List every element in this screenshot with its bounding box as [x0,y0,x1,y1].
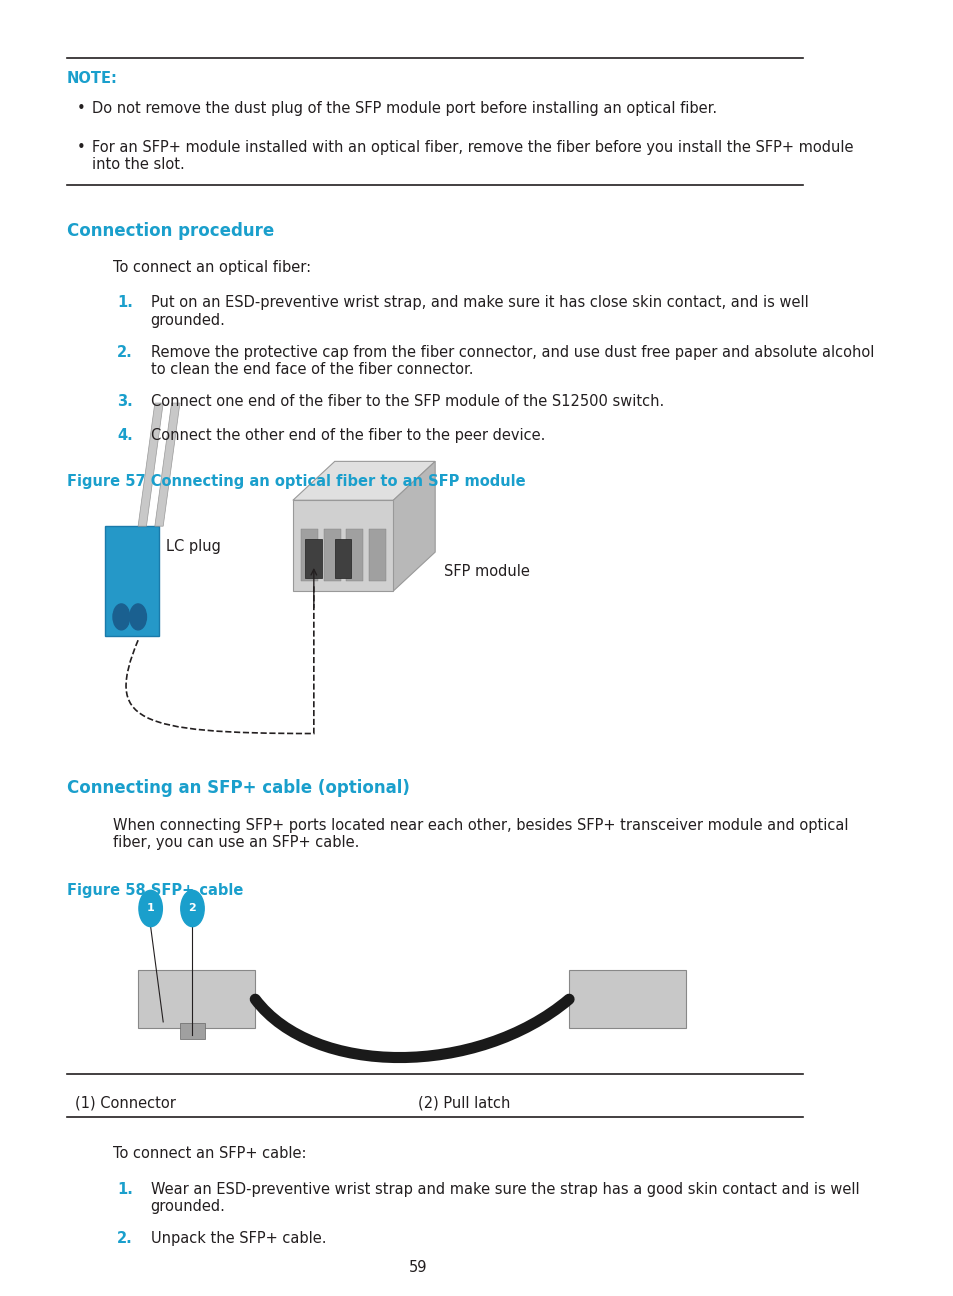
Text: 59: 59 [409,1260,427,1275]
Text: Do not remove the dust plug of the SFP module port before installing an optical : Do not remove the dust plug of the SFP m… [91,101,717,117]
Text: NOTE:: NOTE: [67,71,118,87]
Text: Figure 58 SFP+ cable: Figure 58 SFP+ cable [67,883,243,898]
FancyBboxPatch shape [138,971,255,1029]
Text: (1) Connector: (1) Connector [75,1095,176,1111]
Polygon shape [154,403,180,526]
FancyBboxPatch shape [323,529,340,581]
Text: Put on an ESD-preventive wrist strap, and make sure it has close skin contact, a: Put on an ESD-preventive wrist strap, an… [151,295,807,328]
Text: •: • [77,140,86,156]
Text: Remove the protective cap from the fiber connector, and use dust free paper and : Remove the protective cap from the fiber… [151,345,873,377]
Text: 2.: 2. [117,1231,132,1247]
FancyBboxPatch shape [305,539,322,578]
FancyBboxPatch shape [369,529,385,581]
Text: 2.: 2. [117,345,132,360]
FancyBboxPatch shape [105,526,159,636]
FancyBboxPatch shape [346,529,363,581]
Polygon shape [180,1024,205,1039]
Text: Figure 57 Connecting an optical fiber to an SFP module: Figure 57 Connecting an optical fiber to… [67,474,525,490]
Text: For an SFP+ module installed with an optical fiber, remove the fiber before you : For an SFP+ module installed with an opt… [91,140,853,172]
FancyBboxPatch shape [293,500,393,591]
Text: (2) Pull latch: (2) Pull latch [418,1095,510,1111]
Text: To connect an optical fiber:: To connect an optical fiber: [112,260,311,276]
FancyBboxPatch shape [569,971,685,1029]
Text: 1.: 1. [117,295,132,311]
Text: LC plug: LC plug [166,539,220,555]
Polygon shape [293,461,435,500]
FancyBboxPatch shape [301,529,317,581]
Text: 1.: 1. [117,1182,132,1198]
Text: Unpack the SFP+ cable.: Unpack the SFP+ cable. [151,1231,326,1247]
Text: 2: 2 [189,903,196,914]
Text: Connection procedure: Connection procedure [67,222,274,240]
Circle shape [112,604,130,630]
FancyBboxPatch shape [335,539,351,578]
Polygon shape [393,461,435,591]
Text: Wear an ESD-preventive wrist strap and make sure the strap has a good skin conta: Wear an ESD-preventive wrist strap and m… [151,1182,859,1214]
Text: SFP module: SFP module [443,564,529,579]
Text: 3.: 3. [117,394,132,410]
Text: When connecting SFP+ ports located near each other, besides SFP+ transceiver mod: When connecting SFP+ ports located near … [112,818,847,850]
Circle shape [180,890,204,927]
Circle shape [139,890,162,927]
Polygon shape [138,403,163,526]
Text: To connect an SFP+ cable:: To connect an SFP+ cable: [112,1146,306,1161]
Text: Connect one end of the fiber to the SFP module of the S12500 switch.: Connect one end of the fiber to the SFP … [151,394,663,410]
Text: 1: 1 [147,903,154,914]
Text: •: • [77,101,86,117]
Circle shape [130,604,147,630]
Text: Connect the other end of the fiber to the peer device.: Connect the other end of the fiber to th… [151,428,544,443]
Text: 4.: 4. [117,428,132,443]
Text: Connecting an SFP+ cable (optional): Connecting an SFP+ cable (optional) [67,779,410,797]
